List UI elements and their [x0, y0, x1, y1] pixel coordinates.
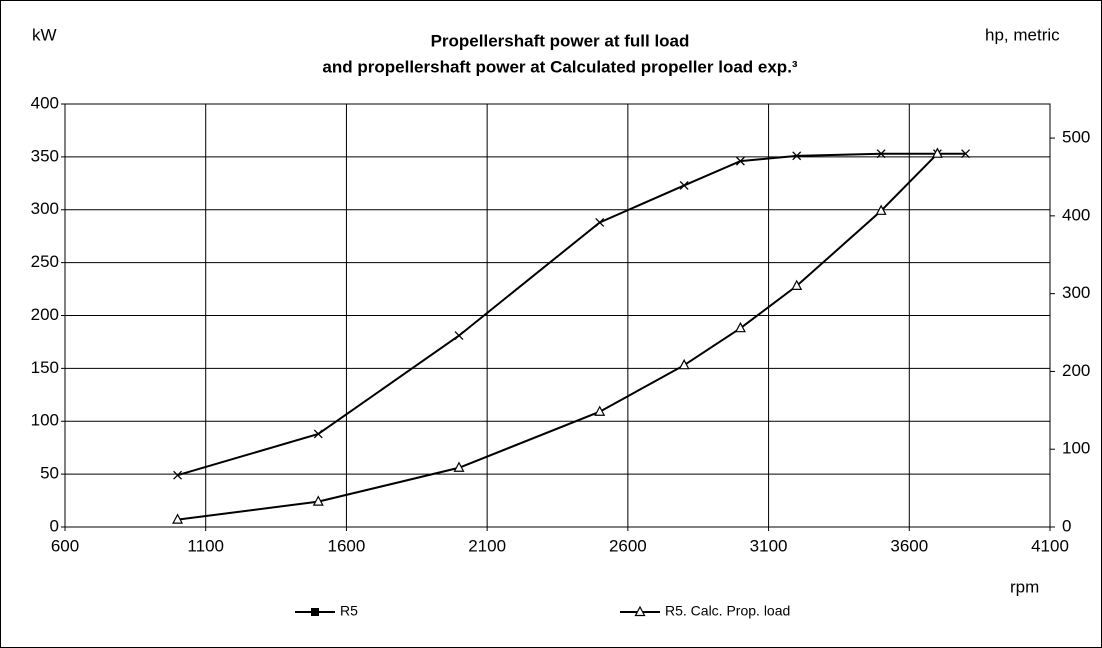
- y-tick-label: 250: [31, 252, 59, 271]
- marker: [679, 180, 689, 190]
- x-tick-label: 3100: [750, 536, 788, 555]
- marker: [875, 204, 887, 215]
- y-tick-label: 300: [31, 199, 59, 218]
- marker: [595, 217, 605, 227]
- y2-tick-label: 300: [1062, 283, 1090, 302]
- marker: [172, 513, 184, 524]
- chart-title: Propellershaft power at full load: [431, 31, 690, 50]
- plot-border: [64, 103, 1051, 528]
- y-axis-label: kW: [32, 25, 57, 44]
- x-tick-label: 600: [51, 536, 79, 555]
- marker: [735, 156, 745, 166]
- marker: [312, 495, 324, 506]
- x-tick-label: 2100: [468, 536, 506, 555]
- marker: [792, 151, 802, 161]
- marker: [173, 470, 183, 480]
- y2-tick-label: 200: [1062, 361, 1090, 380]
- x-tick-label: 1100: [187, 536, 224, 555]
- marker: [594, 405, 606, 416]
- marker: [678, 358, 690, 370]
- y-tick-label: 400: [31, 93, 59, 112]
- x-tick-label: 1600: [328, 536, 366, 555]
- y2-axis-label: hp, metric: [985, 25, 1060, 44]
- y-tick-label: 100: [31, 411, 59, 430]
- series-line: [177, 152, 966, 477]
- y2-tick-label: 0: [1062, 516, 1071, 535]
- y2-tick-label: 500: [1062, 128, 1090, 147]
- marker: [454, 331, 464, 341]
- x-tick-label: 3600: [890, 536, 928, 555]
- y-tick-label: 150: [31, 358, 59, 377]
- legend-label: R5: [340, 603, 358, 619]
- chart-title: and propellershaft power at Calculated p…: [322, 57, 797, 76]
- x-tick-label: 4100: [1031, 536, 1069, 555]
- y2-tick-label: 100: [1062, 439, 1090, 458]
- marker: [876, 149, 886, 159]
- y-tick-label: 50: [40, 464, 59, 483]
- marker: [453, 461, 465, 472]
- marker: [931, 147, 943, 158]
- marker: [634, 605, 646, 617]
- x-axis-label: rpm: [1010, 577, 1039, 596]
- y-tick-label: 200: [31, 305, 59, 324]
- y-tick-label: 0: [50, 516, 59, 535]
- marker: [313, 429, 323, 439]
- marker: [311, 608, 319, 616]
- legend-label: R5. Calc. Prop. load: [665, 603, 790, 619]
- marker: [734, 321, 746, 333]
- y-tick-label: 350: [31, 146, 59, 165]
- marker: [791, 279, 803, 290]
- marker: [961, 149, 971, 159]
- y2-tick-label: 400: [1062, 205, 1090, 224]
- x-tick-label: 2600: [609, 536, 647, 555]
